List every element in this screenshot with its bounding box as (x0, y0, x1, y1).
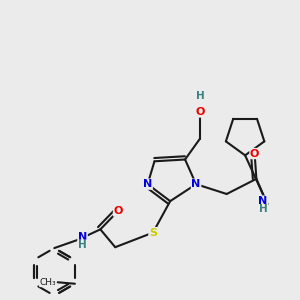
Text: N: N (143, 179, 152, 189)
Text: S: S (149, 228, 157, 238)
Text: O: O (113, 206, 123, 216)
Text: CH₃: CH₃ (40, 278, 56, 287)
Text: N: N (191, 179, 201, 189)
Text: O: O (250, 148, 259, 159)
Text: N: N (78, 232, 87, 242)
Text: H: H (78, 240, 87, 250)
Text: O: O (195, 107, 205, 117)
Text: N: N (258, 196, 268, 206)
Text: H: H (196, 91, 205, 100)
Text: H: H (259, 204, 267, 214)
